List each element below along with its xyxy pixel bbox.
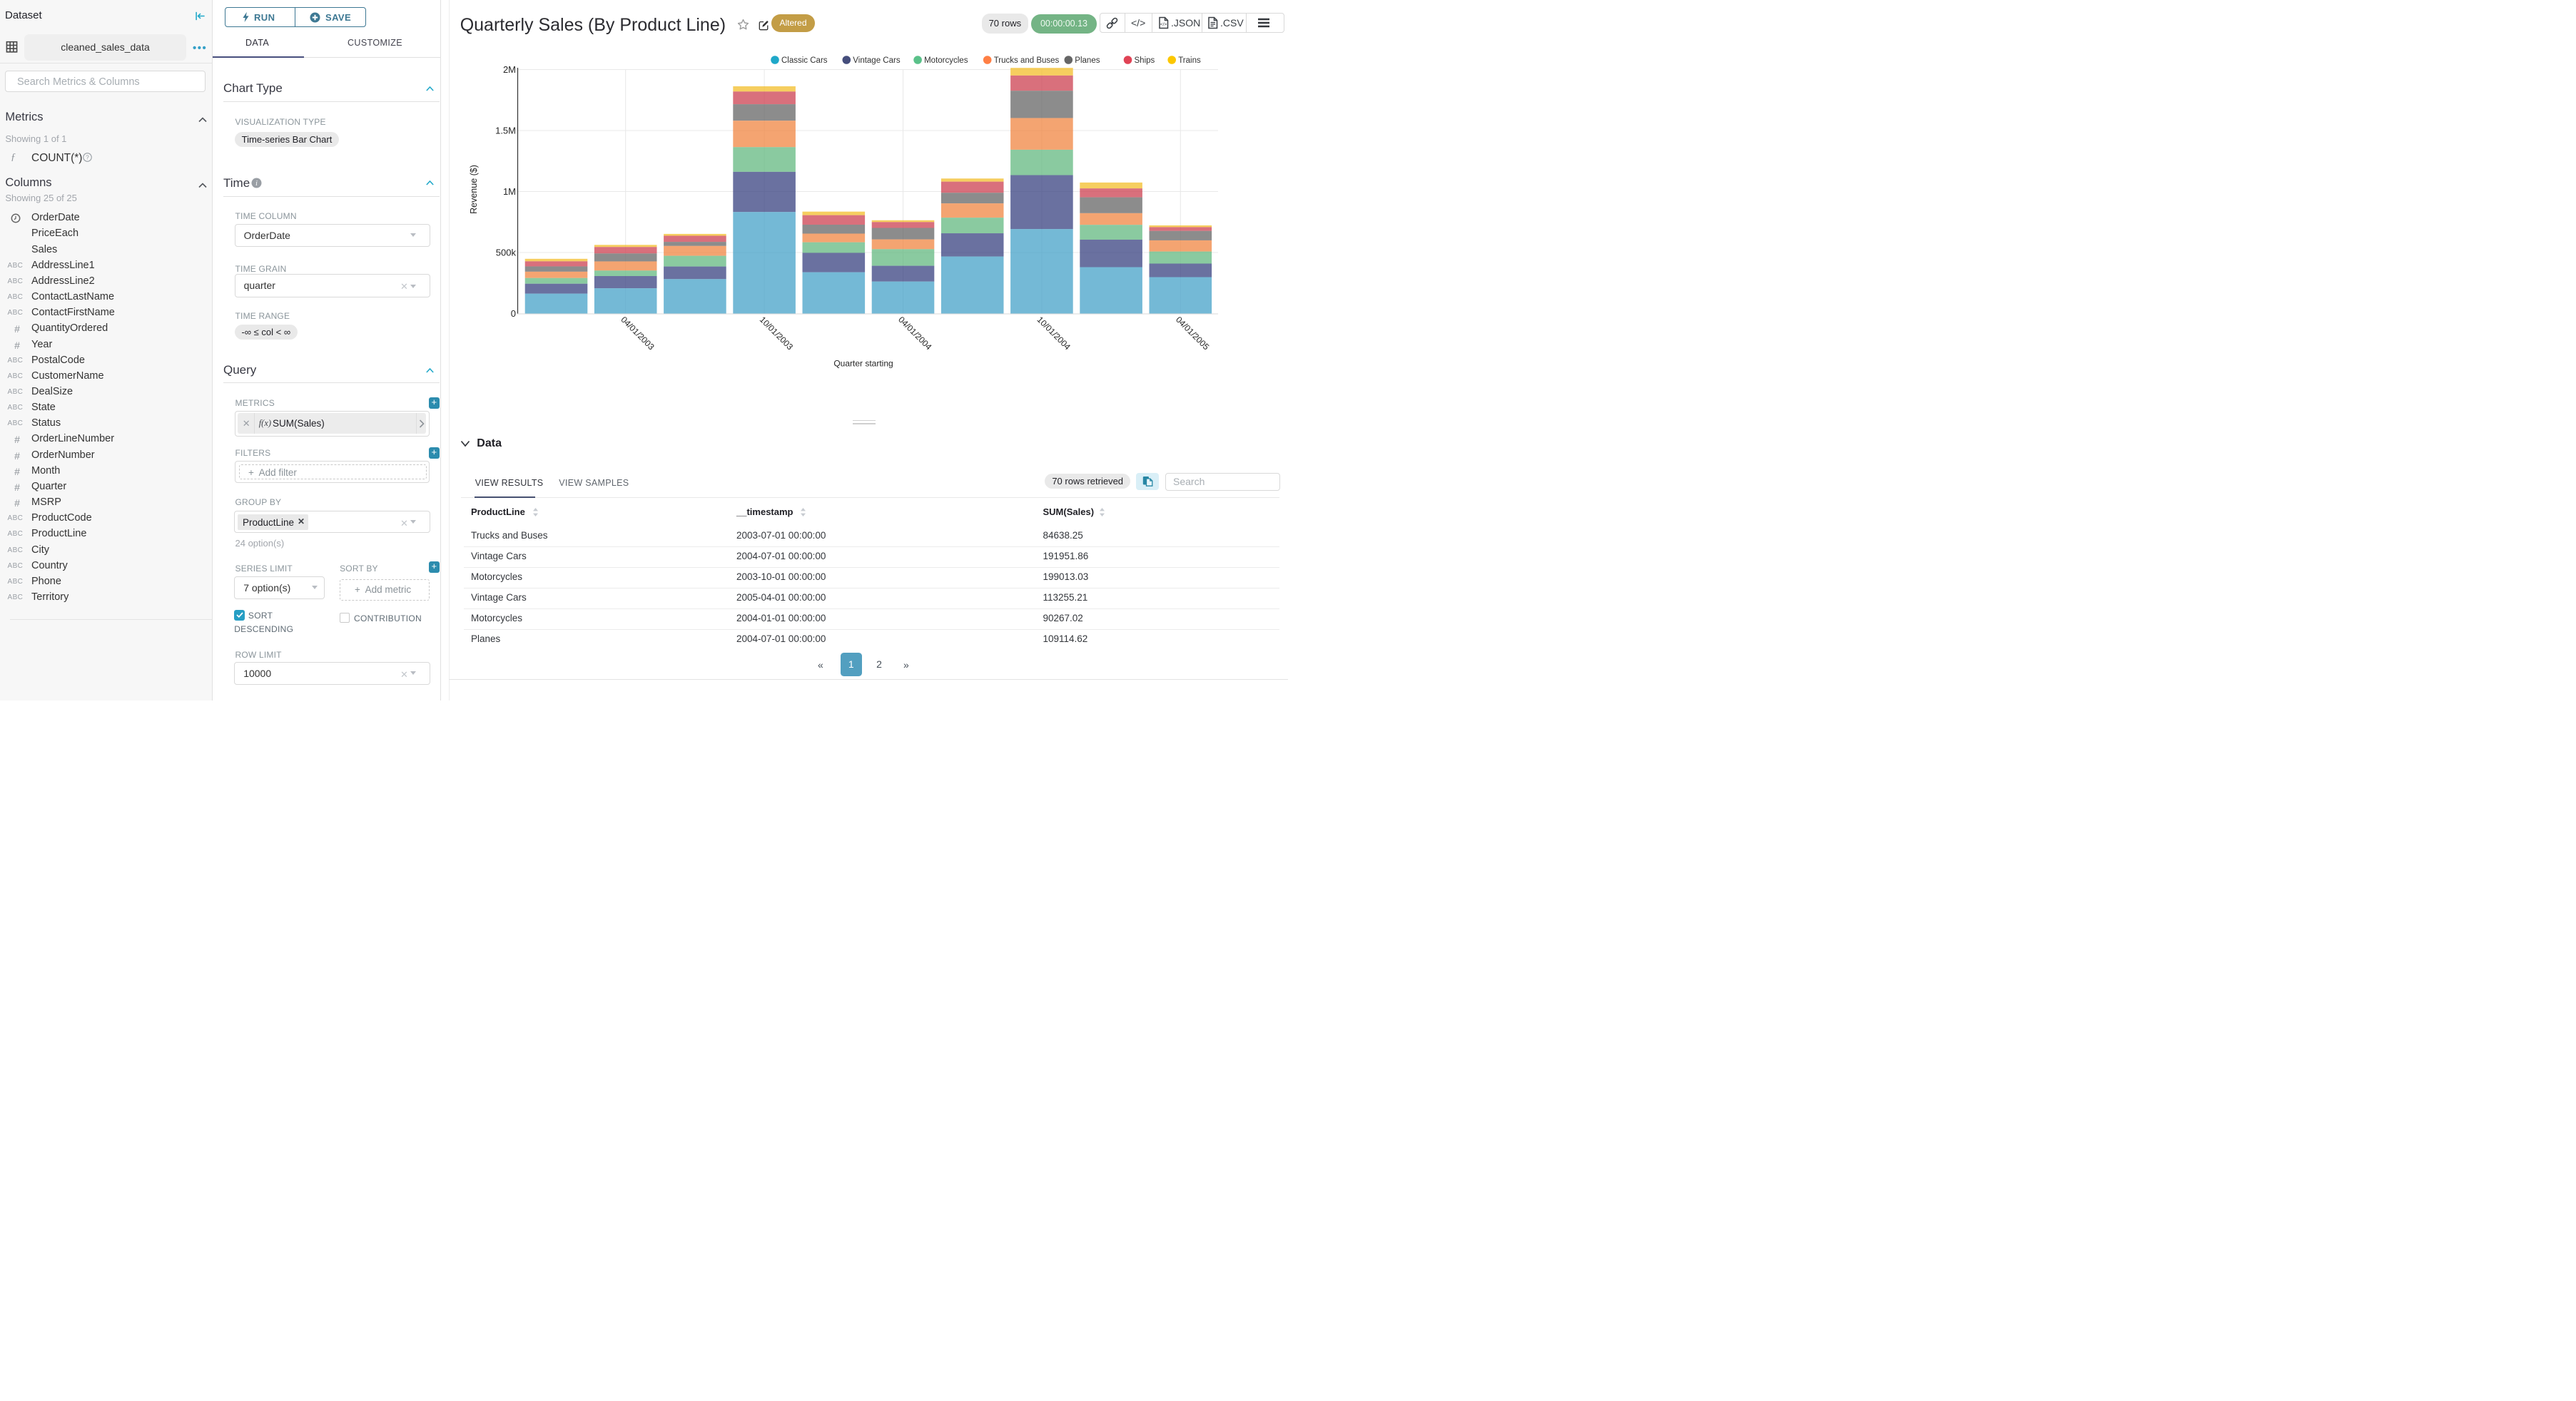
svg-text:Trains: Trains	[1178, 56, 1201, 65]
svg-text:i: i	[255, 180, 258, 188]
svg-text:Ships: Ships	[1135, 56, 1155, 65]
svg-text:04/01/2004: 04/01/2004	[896, 315, 934, 352]
svg-text:Trucks and Buses: Trucks and Buses	[994, 56, 1060, 65]
svg-text:Quarter starting: Quarter starting	[833, 359, 893, 369]
svg-text:1M: 1M	[503, 186, 516, 197]
svg-text:04/01/2005: 04/01/2005	[1174, 315, 1212, 352]
svg-text:2M: 2M	[503, 64, 516, 75]
svg-text:500k: 500k	[496, 248, 517, 258]
svg-text:Revenue ($): Revenue ($)	[469, 165, 479, 214]
svg-text:Vintage Cars: Vintage Cars	[853, 56, 901, 65]
svg-text:Classic Cars: Classic Cars	[781, 56, 828, 65]
svg-text:0: 0	[511, 308, 516, 319]
svg-text:1.5M: 1.5M	[495, 126, 516, 136]
svg-text:10/01/2003: 10/01/2003	[758, 315, 796, 352]
svg-text:Planes: Planes	[1075, 56, 1100, 65]
svg-text:</>: </>	[1160, 22, 1167, 27]
svg-text:04/01/2003: 04/01/2003	[619, 315, 656, 352]
svg-text:Motorcycles: Motorcycles	[924, 56, 968, 65]
svg-text:?: ?	[86, 153, 89, 161]
svg-text:10/01/2004: 10/01/2004	[1035, 315, 1073, 352]
